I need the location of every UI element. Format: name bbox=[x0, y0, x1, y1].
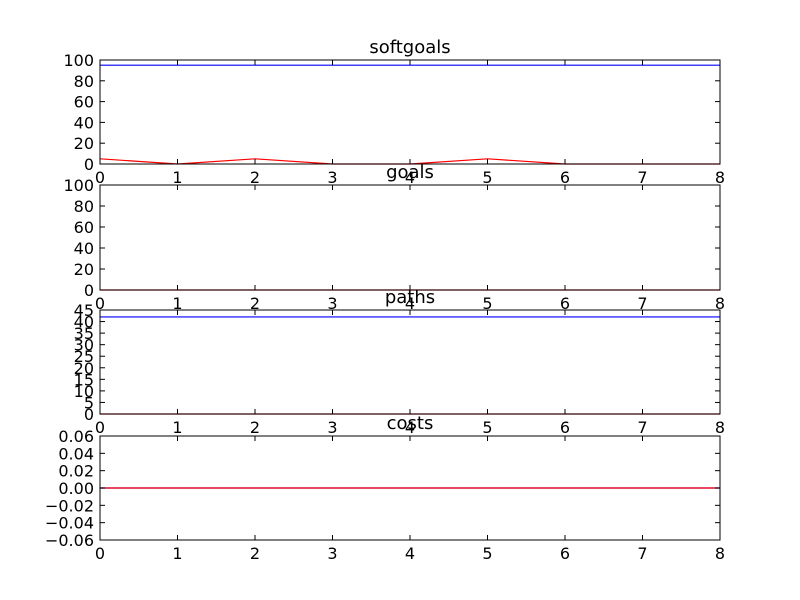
y-tick-label: 40 bbox=[74, 113, 94, 132]
x-tick-label: 2 bbox=[250, 168, 260, 187]
x-tick-label: 7 bbox=[637, 168, 647, 187]
y-tick-label: 40 bbox=[74, 313, 94, 332]
y-tick-label: 45 bbox=[74, 301, 94, 320]
y-tick-label: 80 bbox=[74, 72, 94, 91]
y-tick-label: 0.06 bbox=[58, 427, 94, 446]
x-tick-label: 4 bbox=[405, 294, 415, 313]
y-tick-label: 0 bbox=[84, 405, 94, 424]
y-tick-label: 60 bbox=[74, 93, 94, 112]
y-tick-label: 40 bbox=[74, 239, 94, 258]
x-tick-label: 5 bbox=[482, 168, 492, 187]
x-tick-label: 3 bbox=[327, 294, 337, 313]
subplot-title: softgoals bbox=[369, 37, 450, 58]
y-tick-label: 5 bbox=[84, 393, 94, 412]
y-tick-label: 20 bbox=[74, 134, 94, 153]
x-tick-label: 7 bbox=[637, 544, 647, 563]
y-tick-label: 100 bbox=[63, 51, 94, 70]
x-tick-label: 3 bbox=[327, 418, 337, 437]
y-tick-label: 0.00 bbox=[58, 479, 94, 498]
x-tick-label: 2 bbox=[250, 418, 260, 437]
x-tick-label: 1 bbox=[172, 168, 182, 187]
y-tick-label: 60 bbox=[74, 218, 94, 237]
x-tick-label: 3 bbox=[327, 544, 337, 563]
x-tick-label: 0 bbox=[95, 168, 105, 187]
y-tick-label: 100 bbox=[63, 176, 94, 195]
x-tick-label: 0 bbox=[95, 418, 105, 437]
y-tick-label: −0.02 bbox=[45, 496, 94, 515]
x-tick-label: 6 bbox=[560, 418, 570, 437]
y-tick-label: 0 bbox=[84, 155, 94, 174]
axes-frame bbox=[99, 309, 721, 415]
y-tick-label: 35 bbox=[74, 324, 94, 343]
x-tick-label: 8 bbox=[715, 418, 725, 437]
y-tick-label: −0.04 bbox=[45, 514, 94, 533]
x-tick-label: 5 bbox=[482, 544, 492, 563]
x-tick-label: 2 bbox=[250, 544, 260, 563]
subplot-3: 0 1 2 3 4 5 6 7 8 −0.06−0.04−0.020.000.020.040.06… bbox=[45, 413, 725, 563]
y-tick-label: −0.06 bbox=[45, 531, 94, 550]
x-tick-label: 6 bbox=[560, 544, 570, 563]
x-tick-label: 6 bbox=[560, 168, 570, 187]
x-tick-label: 8 bbox=[715, 168, 725, 187]
x-tick-label: 1 bbox=[172, 544, 182, 563]
axes-frame bbox=[99, 184, 721, 291]
x-tick-label: 7 bbox=[637, 294, 647, 313]
x-tick-label: 0 bbox=[95, 544, 105, 563]
x-tick-label: 4 bbox=[405, 544, 415, 563]
y-tick-label: 20 bbox=[74, 359, 94, 378]
subplot-title: costs bbox=[387, 413, 434, 434]
x-tick-label: 1 bbox=[172, 294, 182, 313]
y-tick-label: 0.04 bbox=[58, 444, 94, 463]
x-tick-label: 4 bbox=[405, 418, 415, 437]
y-tick-label: 0 bbox=[84, 281, 94, 300]
y-tick-label: 10 bbox=[74, 382, 94, 401]
x-tick-label: 2 bbox=[250, 294, 260, 313]
y-tick-label: 80 bbox=[74, 197, 94, 216]
x-tick-label: 0 bbox=[95, 294, 105, 313]
y-tick-label: 30 bbox=[74, 336, 94, 355]
subplot-title: paths bbox=[385, 287, 435, 308]
y-tick-label: 20 bbox=[74, 260, 94, 279]
subplot-title: goals bbox=[386, 162, 434, 183]
x-tick-label: 5 bbox=[482, 418, 492, 437]
y-tick-label: 15 bbox=[74, 370, 94, 389]
x-tick-label: 5 bbox=[482, 294, 492, 313]
y-tick-label: 25 bbox=[74, 347, 94, 366]
x-tick-label: 4 bbox=[405, 168, 415, 187]
x-tick-label: 8 bbox=[715, 294, 725, 313]
y-tick-label: 0.02 bbox=[58, 462, 94, 481]
x-tick-label: 3 bbox=[327, 168, 337, 187]
x-tick-label: 8 bbox=[715, 544, 725, 563]
x-tick-label: 1 bbox=[172, 418, 182, 437]
x-tick-label: 7 bbox=[637, 418, 647, 437]
x-tick-label: 6 bbox=[560, 294, 570, 313]
axes-frame bbox=[99, 59, 721, 165]
